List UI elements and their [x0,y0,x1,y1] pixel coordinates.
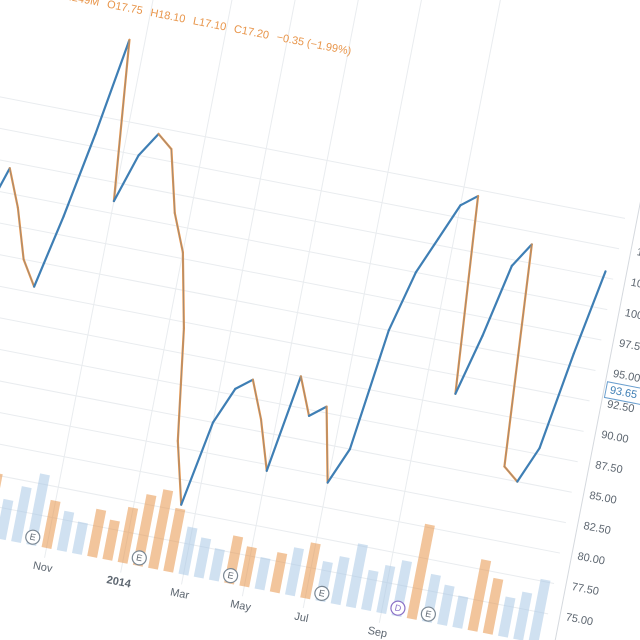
volume-bar [330,556,350,606]
y-tick-label: 90.00 [600,429,629,446]
volume-bar [406,523,435,620]
x-tick-label: 2014 [106,574,133,591]
volume-bar [102,519,120,561]
grid-line [0,171,608,311]
last-price-box [603,381,640,407]
volume-bar [56,510,75,552]
x-tick-label: Jul [293,611,309,625]
y-tick-label: 77.50 [571,581,600,598]
event-label: E [29,532,37,543]
volume-bar [528,578,551,640]
x-tick-label: Nov [32,560,54,576]
volume-bar [361,569,379,612]
volume-bar [376,564,396,615]
volume-bar [87,508,107,558]
volume-bar [269,552,288,594]
grid-line [0,354,572,493]
volume-bar [513,591,533,640]
y-tick-label: 102.50 [630,277,640,295]
volume-bar [208,548,225,582]
grid-line [181,0,336,585]
volume-bar [467,559,492,632]
event-marker [314,585,330,601]
volume-bar [117,506,139,564]
x-tick-label: May [229,598,252,614]
grid-line [0,293,584,432]
volume-bar [0,498,14,541]
volume-bar [482,577,504,635]
event-marker [420,606,436,622]
volume-bar [41,499,61,549]
event-label: E [135,552,143,563]
grid-line [0,384,566,524]
y-tick-label: 75.00 [565,611,594,628]
y-tick-label: 87.50 [594,459,623,476]
event-label: E [424,608,432,619]
volume-bar [239,546,257,588]
grid-line [378,0,534,623]
x-tick-label: Sep [367,625,389,640]
last-price-label: 93.65 [609,384,638,401]
y-tick-label: 85.00 [588,490,617,507]
event-label: D [394,603,403,614]
price-line [0,39,606,505]
event-marker [222,568,239,584]
event-marker [131,550,147,566]
y-tick-label: 95.00 [612,368,640,385]
volume-bar [345,543,368,609]
volume-bar [193,537,212,579]
event-marker [25,529,41,545]
y-tick-label: 92.50 [606,398,635,415]
volume-bar [71,521,88,555]
grid-line [0,263,590,402]
volume-bar [437,584,455,626]
grid-line [44,0,199,558]
y-tick-label: 105.00 [636,246,640,264]
volume-bar [452,595,469,629]
volume-bar [26,473,50,546]
volume-bar [132,494,157,567]
grid-line [0,445,555,584]
grid-line [0,80,626,219]
header-field: 22.249M [56,0,100,9]
grid-line [302,0,458,609]
volume-bar [285,547,304,597]
grid-line [0,202,602,341]
volume-bar [148,489,174,570]
grid-line [0,141,614,280]
y-tick-label: 80.00 [576,551,605,568]
grid-line [0,323,578,463]
grid-line [0,110,620,250]
grid-line [0,415,561,554]
event-label: E [318,588,326,599]
volume-bar [498,596,516,638]
event-marker [390,600,406,616]
volume-bar [254,557,271,591]
grid-line [120,0,275,573]
volume-bar [11,486,32,544]
event-label: E [227,570,235,581]
volume-bar [178,526,198,576]
y-tick-label: 82.50 [582,520,611,537]
x-tick-label: Mar [169,586,190,601]
price-axis [547,0,640,640]
volume-bar [163,507,186,573]
volume-bar [300,542,321,600]
y-tick-label: 97.50 [618,338,640,355]
